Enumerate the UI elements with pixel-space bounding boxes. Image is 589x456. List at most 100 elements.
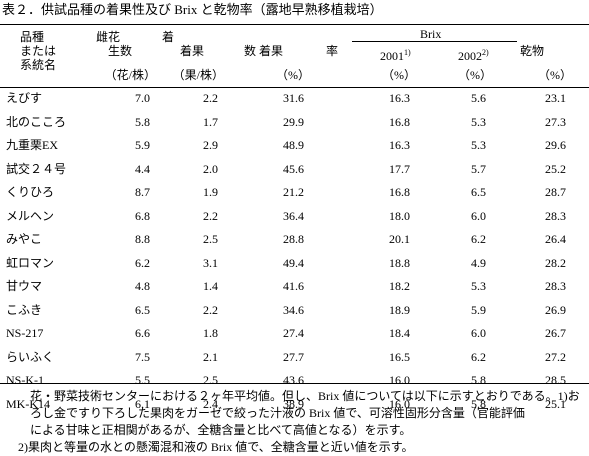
year: 2002 (458, 49, 482, 63)
year: 2001 (380, 49, 404, 63)
cell: 2.4 (203, 396, 218, 411)
cell: 27.4 (283, 326, 304, 340)
header-text: 雌花 (96, 30, 121, 44)
cell: 7.5 (135, 349, 150, 364)
unit: （%） (276, 68, 310, 82)
cell: 5.5 (135, 373, 150, 387)
cell: 16.3 (389, 138, 410, 152)
cell: 2.1 (203, 349, 218, 364)
cell: 16.3 (389, 91, 410, 105)
cell: 48.9 (283, 138, 304, 152)
cell: 6.5 (471, 185, 486, 199)
cell: 45.6 (283, 161, 304, 176)
cell: 27.7 (283, 349, 304, 364)
variety-name: 甘ウマ (6, 279, 43, 293)
variety-name: 試交２４号 (6, 161, 67, 176)
cell: 5.8 (471, 396, 486, 411)
header-text: 品種 (20, 30, 45, 44)
cell: 5.3 (471, 138, 486, 152)
variety-name: MK-K14 (6, 396, 50, 411)
cell: 8.8 (135, 232, 150, 246)
cell: 2.9 (203, 138, 218, 152)
cell: 27.2 (545, 349, 566, 364)
cell: 5.6 (471, 91, 486, 105)
cell: 21.2 (283, 185, 304, 199)
cell: 6.2 (471, 349, 486, 364)
header-year: 20022) (458, 46, 489, 63)
variety-name: 九重栗EX (6, 138, 58, 152)
cell: 18.4 (389, 326, 410, 340)
cell: 16.8 (389, 185, 410, 199)
cell: 38.9 (283, 396, 304, 411)
cell: 2.5 (203, 373, 218, 387)
cell: 16.0 (389, 373, 410, 387)
variety-name: えびす (6, 91, 43, 105)
cell: 5.8 (135, 114, 150, 129)
cell: 25.2 (545, 161, 566, 176)
cell: 6.5 (135, 302, 150, 317)
cell: 49.4 (283, 255, 304, 270)
cell: 3.1 (203, 255, 218, 270)
cell: 36.4 (283, 208, 304, 223)
unit: （果/株） (172, 68, 224, 82)
variety-name: NS-217 (6, 326, 44, 340)
cell: 7.0 (135, 91, 150, 105)
cell: 28.7 (545, 185, 566, 199)
cell: 16.5 (389, 349, 410, 364)
header-text: 数 着果 (244, 44, 284, 58)
cell: 34.6 (283, 302, 304, 317)
header-text: 着果 (180, 44, 205, 58)
cell: 5.3 (471, 279, 486, 293)
cell: 28.8 (283, 232, 304, 246)
cell: 26.4 (545, 232, 566, 246)
header-text: 乾物 (520, 44, 545, 58)
cell: 5.8 (471, 373, 486, 387)
unit: （花/株） (104, 68, 156, 82)
cell: 28.3 (545, 279, 566, 293)
cell: 20.1 (389, 232, 410, 246)
cell: 18.8 (389, 255, 410, 270)
cell: 4.4 (135, 161, 150, 176)
cell: 18.0 (389, 208, 410, 223)
cell: 2.5 (203, 232, 218, 246)
brix-rule (352, 41, 517, 42)
cell: 6.0 (471, 208, 486, 223)
cell: 31.6 (283, 91, 304, 105)
cell: 41.6 (283, 279, 304, 293)
header-text: Brix (420, 27, 442, 41)
cell: 26.7 (545, 326, 566, 340)
cell: 27.3 (545, 114, 566, 129)
cell: 28.3 (545, 208, 566, 223)
variety-name: NS-K-1 (6, 373, 44, 387)
cell: 4.9 (471, 255, 486, 270)
cell: 5.9 (471, 302, 486, 317)
unit: （%） (538, 68, 572, 82)
cell: 18.2 (389, 279, 410, 293)
cell: 43.6 (283, 373, 304, 387)
variety-name: 北のこころ (6, 114, 67, 129)
cell: 6.0 (471, 326, 486, 340)
unit: （%） (382, 68, 416, 82)
cell: 6.1 (135, 396, 150, 411)
cell: 6.2 (471, 232, 486, 246)
header-text: 着 (162, 30, 175, 44)
cell: 29.9 (283, 114, 304, 129)
cell: 2.2 (203, 302, 218, 317)
variety-name: らいふく (6, 349, 55, 364)
variety-name: くりひろ (6, 185, 55, 199)
cell: 25.1 (545, 396, 566, 411)
table-title: 表２．供試品種の着果性及び Brix と乾物率（露地早熟移植栽培） (2, 2, 383, 17)
cell: 6.2 (135, 255, 150, 270)
cell: 2.2 (203, 91, 218, 105)
cell: 6.6 (135, 326, 150, 340)
variety-name: 虹ロマン (6, 255, 55, 270)
cell: 8.7 (135, 185, 150, 199)
variety-name: みやこ (6, 232, 43, 246)
cell: 28.2 (545, 255, 566, 270)
cell: 2.2 (203, 208, 218, 223)
cell: 18.9 (389, 302, 410, 317)
header-text: または (20, 44, 57, 58)
cell: 2.0 (203, 161, 218, 176)
cell: 4.8 (135, 279, 150, 293)
